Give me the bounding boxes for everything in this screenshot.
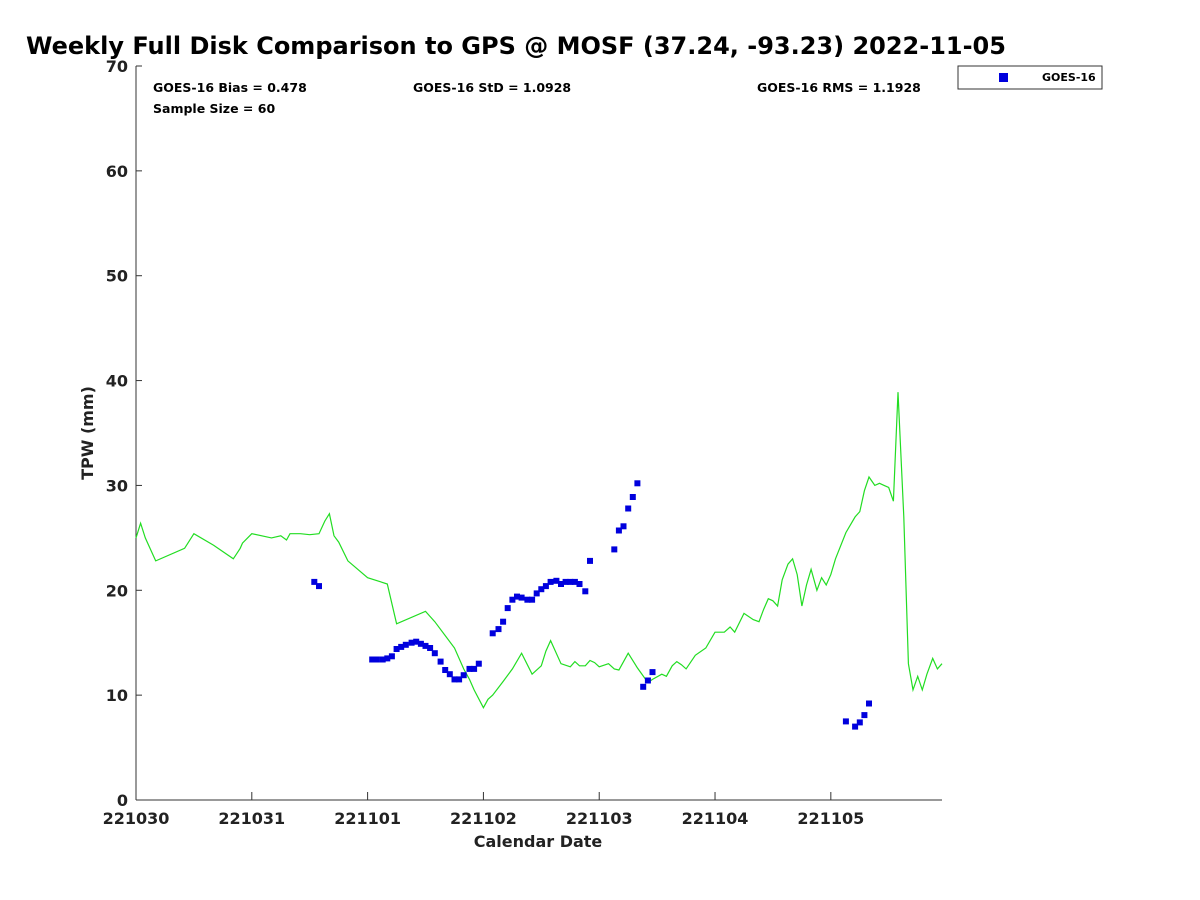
y-tick-label: 10 bbox=[106, 686, 128, 705]
goes16-point bbox=[856, 719, 863, 726]
goes16-point bbox=[373, 656, 380, 663]
goes16-point bbox=[311, 578, 318, 585]
goes16-point bbox=[431, 650, 438, 657]
goes16-point bbox=[582, 588, 589, 595]
goes16-point bbox=[571, 578, 578, 585]
goes16-series-points bbox=[311, 480, 872, 730]
goes16-point bbox=[852, 723, 859, 730]
goes16-point bbox=[644, 677, 651, 684]
legend-box bbox=[957, 65, 1103, 90]
x-tick-label: 221101 bbox=[334, 809, 401, 828]
goes16-point bbox=[451, 676, 458, 683]
goes16-point bbox=[460, 672, 467, 679]
goes16-point bbox=[384, 655, 391, 662]
gps-series-line bbox=[135, 392, 943, 709]
goes16-point bbox=[417, 640, 424, 647]
goes16-point bbox=[500, 618, 507, 625]
legend-label-goes16: GOES-16 bbox=[1042, 71, 1096, 84]
plot-background bbox=[136, 66, 942, 800]
x-tick-label: 221030 bbox=[103, 809, 170, 828]
x-axis-label: Calendar Date bbox=[474, 832, 603, 851]
goes16-point bbox=[402, 641, 409, 648]
y-tick-label: 30 bbox=[106, 476, 128, 495]
goes16-point bbox=[437, 658, 444, 665]
y-tick-label: 60 bbox=[106, 162, 128, 181]
y-tick-label: 20 bbox=[106, 581, 128, 600]
goes16-point bbox=[475, 660, 482, 667]
goes16-point bbox=[379, 656, 386, 663]
goes16-point bbox=[369, 656, 376, 663]
goes16-point bbox=[587, 557, 593, 564]
goes16-point bbox=[562, 578, 569, 585]
goes16-point bbox=[398, 643, 405, 650]
goes16-point bbox=[495, 626, 502, 633]
goes16-point bbox=[514, 593, 520, 600]
goes16-point bbox=[388, 653, 395, 660]
goes16-point bbox=[518, 594, 525, 601]
rms-stat: GOES-16 RMS = 1.1928 bbox=[757, 80, 921, 95]
goes16-point bbox=[620, 523, 627, 530]
legend: GOES-16 bbox=[957, 65, 1103, 90]
std-stat: GOES-16 StD = 1.0928 bbox=[413, 80, 571, 95]
x-axis-ticks: 221030 221031 221101 221102 221103 221104 2211… bbox=[103, 792, 864, 828]
goes16-point bbox=[413, 638, 420, 645]
goes16-point bbox=[471, 665, 478, 672]
x-tick-label: 221104 bbox=[682, 809, 749, 828]
legend-marker-goes16 bbox=[999, 73, 1008, 82]
goes16-point bbox=[547, 578, 554, 585]
goes16-point bbox=[649, 669, 656, 676]
goes16-point bbox=[611, 546, 618, 553]
goes16-point bbox=[576, 581, 583, 587]
goes16-point bbox=[509, 596, 516, 603]
goes16-point bbox=[615, 527, 622, 534]
goes16-point bbox=[408, 639, 415, 646]
goes16-point bbox=[861, 712, 868, 719]
x-tick-label: 221102 bbox=[450, 809, 517, 828]
goes16-point bbox=[393, 646, 400, 652]
goes16-point bbox=[533, 590, 540, 597]
goes16-point bbox=[316, 583, 322, 590]
goes16-point bbox=[504, 605, 511, 612]
goes16-point bbox=[456, 676, 463, 683]
goes16-point bbox=[524, 596, 531, 603]
goes16-point bbox=[558, 581, 564, 587]
goes16-point bbox=[538, 586, 545, 593]
goes16-point bbox=[442, 667, 449, 673]
goes16-point bbox=[427, 645, 434, 651]
goes16-point bbox=[489, 630, 496, 637]
goes16-point bbox=[625, 505, 632, 512]
y-tick-label: 50 bbox=[106, 267, 128, 286]
goes16-point bbox=[446, 671, 453, 678]
goes16-point bbox=[567, 578, 574, 585]
y-axis-ticks: 0 10 20 30 40 50 60 70 bbox=[106, 57, 142, 810]
goes16-point bbox=[634, 480, 641, 487]
x-tick-label: 221031 bbox=[218, 809, 285, 828]
goes16-point bbox=[529, 596, 536, 603]
plot-area: 0 10 20 30 40 50 60 70 221030 221031 221101 221102… bbox=[103, 57, 943, 828]
y-tick-label: 0 bbox=[117, 791, 128, 810]
sample-size-stat: Sample Size = 60 bbox=[153, 101, 275, 116]
goes16-point bbox=[553, 577, 560, 584]
chart-title: Weekly Full Disk Comparison to GPS @ MOS… bbox=[26, 32, 1006, 60]
goes16-point bbox=[640, 683, 647, 690]
goes16-point bbox=[842, 718, 849, 725]
y-axis-label: TPW (mm) bbox=[78, 386, 97, 480]
goes16-point bbox=[866, 700, 872, 707]
bias-stat: GOES-16 Bias = 0.478 bbox=[153, 80, 307, 95]
goes16-point bbox=[542, 583, 549, 590]
y-tick-label: 40 bbox=[106, 372, 128, 391]
goes16-point bbox=[629, 494, 636, 500]
goes16-point bbox=[466, 665, 473, 672]
x-tick-label: 221105 bbox=[797, 809, 864, 828]
goes16-point bbox=[422, 642, 429, 649]
y-tick-label: 70 bbox=[106, 57, 128, 76]
x-tick-label: 221103 bbox=[566, 809, 633, 828]
